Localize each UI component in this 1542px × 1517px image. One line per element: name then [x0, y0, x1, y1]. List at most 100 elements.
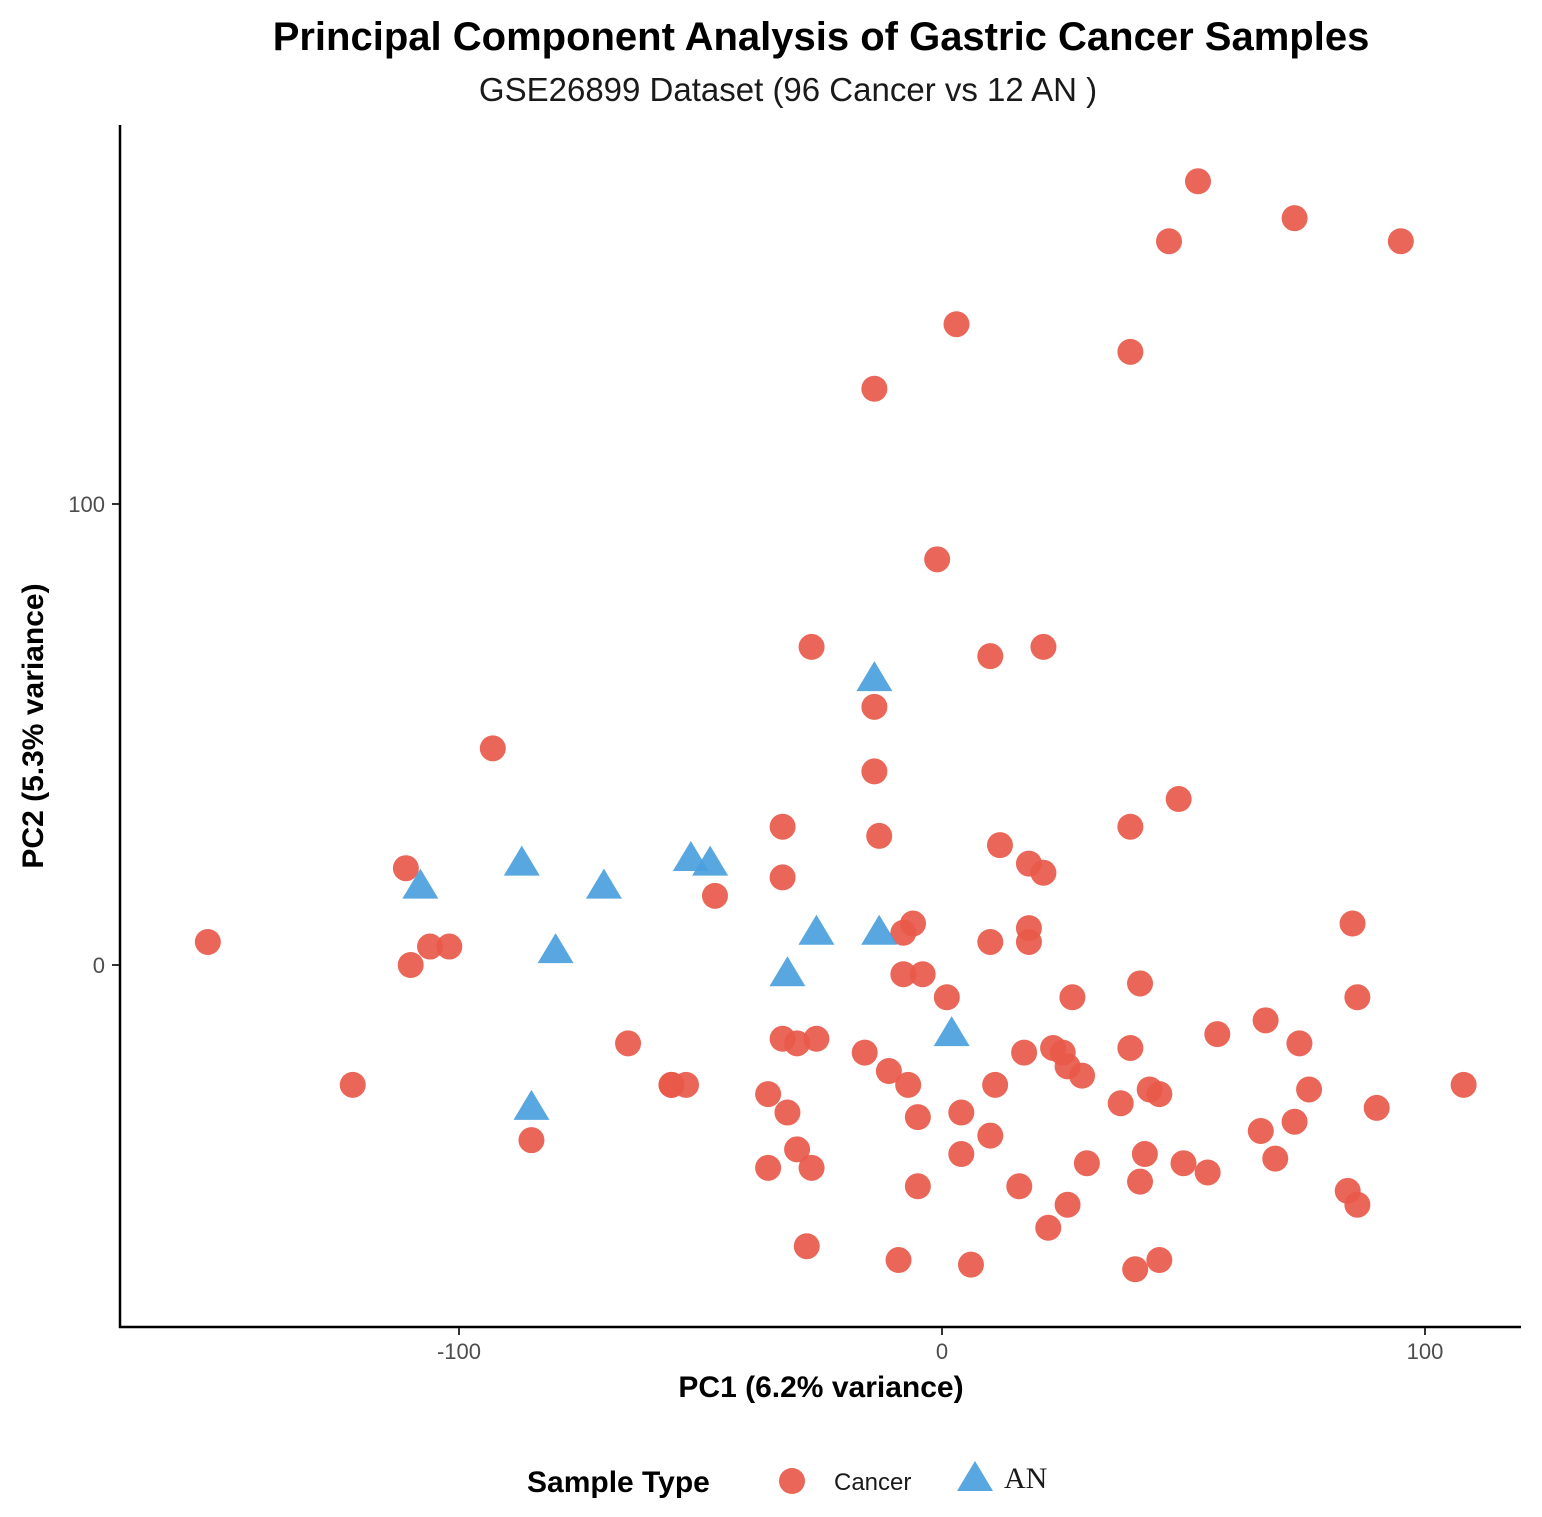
legend-cancer-marker [779, 1468, 805, 1494]
y-ticks: 0 100 [68, 492, 119, 978]
an-point [798, 914, 835, 945]
cancer-point [948, 1099, 975, 1126]
cancer-point [1015, 928, 1042, 955]
cancer-point [1117, 338, 1144, 365]
legend-title: Sample Type [527, 1466, 710, 1499]
cancer-point [1170, 1150, 1197, 1177]
cancer-point [417, 933, 444, 960]
cancer-point [1281, 205, 1308, 232]
cancer-point [1073, 1150, 1100, 1177]
cancer-point [1252, 1007, 1279, 1034]
cancer-point [977, 1122, 1004, 1149]
cancer-point [885, 1247, 912, 1274]
cancer-point [1146, 1247, 1173, 1274]
cancer-point [392, 855, 419, 882]
cancer-point [798, 633, 825, 660]
cancer-point [1450, 1071, 1477, 1098]
cancer-point [1247, 1117, 1274, 1144]
cancer-point [1387, 228, 1414, 255]
cancer-point [755, 1154, 782, 1181]
cancer-point [982, 1071, 1009, 1098]
an-point [537, 933, 574, 964]
cancer-point [1127, 970, 1154, 997]
cancer-point [1286, 1030, 1313, 1057]
cancer-point [755, 1081, 782, 1108]
cancer-point [1030, 633, 1057, 660]
cancer-point [1040, 1034, 1067, 1061]
cancer-point [1131, 1141, 1158, 1168]
cancer-point [1035, 1214, 1062, 1241]
data-points [194, 168, 1477, 1283]
x-tick-label: 100 [1407, 1339, 1444, 1364]
an-point [402, 868, 439, 899]
legend-an-label: AN [1004, 1462, 1047, 1495]
y-tick-label: 100 [68, 492, 105, 517]
cancer-point [1136, 1076, 1163, 1103]
an-point [769, 956, 806, 987]
plot-area: -100 0 100 0 100 [68, 125, 1521, 1364]
x-tick-label: 0 [936, 1339, 948, 1364]
cancer-point [1107, 1090, 1134, 1117]
chart-title: Principal Component Analysis of Gastric … [273, 15, 1370, 59]
cancer-point [774, 1099, 801, 1126]
cancer-point [1030, 859, 1057, 886]
cancer-point [397, 952, 424, 978]
an-point [861, 914, 898, 945]
an-point [856, 661, 893, 692]
legend-cancer-label: Cancer [834, 1469, 911, 1496]
cancer-point [904, 1173, 931, 1200]
chart-subtitle: GSE26899 Dataset (96 Cancer vs 12 AN ) [479, 71, 1097, 108]
cancer-point [948, 1141, 975, 1168]
cancer-point [895, 1071, 922, 1098]
cancer-point [943, 311, 970, 338]
cancer-point [1296, 1076, 1323, 1103]
cancer-point [1117, 813, 1144, 840]
x-tick-label: -100 [437, 1339, 481, 1364]
cancer-point [1344, 984, 1371, 1011]
x-axis-title: PC1 (6.2% variance) [678, 1371, 963, 1404]
cancer-point [194, 928, 221, 955]
cancer-point [1165, 786, 1192, 813]
cancer-point [1054, 1053, 1081, 1080]
y-axis-title: PC2 (5.3% variance) [17, 583, 50, 868]
cancer-point [933, 984, 960, 1011]
cancer-point [977, 928, 1004, 955]
cancer-point [924, 546, 951, 573]
cancer-point [909, 961, 936, 988]
legend-an-marker [957, 1461, 993, 1491]
cancer-point [851, 1039, 878, 1066]
cancer-point [803, 1025, 830, 1052]
cancer-point [1344, 1191, 1371, 1218]
cancer-point [339, 1071, 366, 1098]
cancer-point [1262, 1145, 1289, 1172]
an-point [585, 868, 622, 899]
cancer-point [1281, 1108, 1308, 1135]
cancer-point [861, 693, 888, 720]
cancer-point [1011, 1039, 1038, 1066]
cancer-point [793, 1233, 820, 1260]
cancer-point [1194, 1159, 1221, 1186]
cancer-point [436, 933, 463, 960]
cancer-point [769, 813, 796, 840]
cancer-point [658, 1071, 685, 1098]
legend: Sample Type Cancer AN [527, 1461, 1047, 1499]
an-point [933, 1016, 970, 1047]
cancer-point [861, 758, 888, 785]
cancer-point [1339, 910, 1366, 937]
an-point [692, 845, 729, 876]
cancer-point [769, 864, 796, 891]
cancer-point [904, 1104, 931, 1131]
cancer-point [890, 919, 917, 946]
cancer-point [861, 375, 888, 402]
cancer-point [977, 643, 1004, 670]
cancer-point [1184, 168, 1211, 195]
cancer-point [957, 1251, 984, 1278]
cancer-point [1006, 1173, 1033, 1200]
cancer-point [1156, 228, 1183, 255]
cancer-point [1054, 1191, 1081, 1218]
cancer-point [615, 1030, 642, 1057]
cancer-point [1122, 1256, 1149, 1283]
cancer-point [1204, 1021, 1231, 1048]
an-point [513, 1089, 550, 1120]
